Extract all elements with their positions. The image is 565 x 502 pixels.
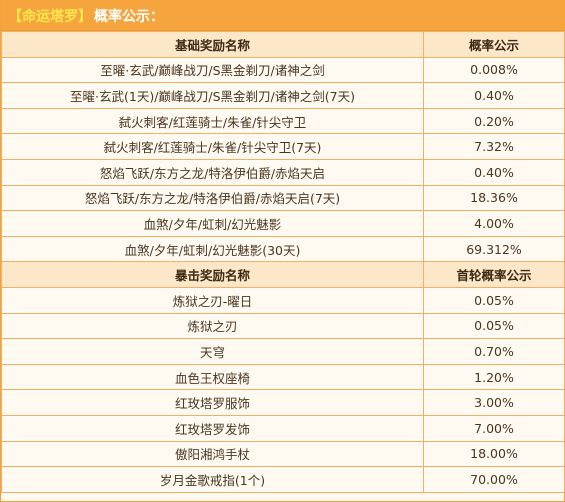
column-header-crit-name: 暴击奖励名称 xyxy=(1,261,424,288)
table-row: 弑火刺客/红莲骑士/朱雀/针尖守卫 0.20% xyxy=(1,107,565,135)
reward-name-cell: 炼狱之刃 xyxy=(1,312,424,340)
table-row: 弑火刺客/红莲骑士/朱雀/针尖守卫(7天) 7.32% xyxy=(1,133,565,160)
table-row: 红玫塔罗发饰 7.00% xyxy=(1,414,565,442)
column-header-base-rate: 概率公示 xyxy=(423,31,565,58)
table-row: 岁月金歌戒指(1个) 70.00% xyxy=(1,466,565,493)
table-row: 怒焰飞跃/东方之龙/特洛伊伯爵/赤焰天启 0.40% xyxy=(1,158,565,186)
panel-title: 概率公示： xyxy=(94,8,164,25)
title-tag: 【命运塔罗】 xyxy=(8,8,92,25)
crit-header-row: 暴击奖励名称 首轮概率公示 xyxy=(1,261,565,288)
reward-name-cell: 至曜·玄武/巅峰战刀/S黑金剃刀/诸神之剑 xyxy=(1,56,424,84)
rate-cell: 4.00% xyxy=(423,210,565,237)
column-header-crit-rate: 首轮概率公示 xyxy=(423,261,565,288)
table-row: 血煞/夕年/虹刺/幻光魅影 4.00% xyxy=(1,210,565,237)
table-row: 怒焰飞跃/东方之龙/特洛伊伯爵/赤焰天启(7天) 18.36% xyxy=(1,184,565,212)
reward-name-cell: 天穹 xyxy=(1,338,424,365)
rate-cell: 0.05% xyxy=(423,286,565,314)
rate-cell: 1.20% xyxy=(423,363,565,391)
panel-title-bar: 【命运塔罗】 概率公示： xyxy=(1,1,564,31)
table-row: 傲阳湘鸿手杖 18.00% xyxy=(1,440,565,468)
column-header-base-name: 基础奖励名称 xyxy=(1,31,424,58)
reward-name-cell: 红玫塔罗发饰 xyxy=(1,414,424,442)
rate-cell: 0.40% xyxy=(423,158,565,186)
table-row: 炼狱之刃 0.05% xyxy=(1,312,565,340)
rate-cell: 7.00% xyxy=(423,414,565,442)
reward-name-cell: 红玫塔罗服饰 xyxy=(1,389,424,416)
reward-name-cell: 弑火刺客/红莲骑士/朱雀/针尖守卫(7天) xyxy=(1,133,424,160)
reward-name-cell: 怒焰飞跃/东方之龙/特洛伊伯爵/赤焰天启(7天) xyxy=(1,184,424,212)
table-row: 血煞/夕年/虹刺/幻光魅影(30天) 69.312% xyxy=(1,235,565,263)
rate-cell: 0.70% xyxy=(423,338,565,365)
rate-cell: 0.40% xyxy=(423,82,565,109)
reward-name-cell: 弑火刺客/红莲骑士/朱雀/针尖守卫 xyxy=(1,107,424,135)
rate-cell: 0.05% xyxy=(423,312,565,340)
rate-cell: 0.20% xyxy=(423,107,565,135)
reward-name-cell: 血煞/夕年/虹刺/幻光魅影 xyxy=(1,210,424,237)
rate-cell: 0.008% xyxy=(423,56,565,84)
reward-name-cell: 炼狱之刃-曜日 xyxy=(1,286,424,314)
probability-table: 基础奖励名称 概率公示 至曜·玄武/巅峰战刀/S黑金剃刀/诸神之剑 0.008% … xyxy=(1,31,565,493)
reward-name-cell: 血色王权座椅 xyxy=(1,363,424,391)
reward-name-cell: 血煞/夕年/虹刺/幻光魅影(30天) xyxy=(1,235,424,263)
reward-name-cell: 至曜·玄武(1天)/巅峰战刀/S黑金剃刀/诸神之剑(7天) xyxy=(1,82,424,109)
rate-cell: 18.36% xyxy=(423,184,565,212)
rate-cell: 18.00% xyxy=(423,440,565,468)
table-row: 至曜·玄武(1天)/巅峰战刀/S黑金剃刀/诸神之剑(7天) 0.40% xyxy=(1,82,565,109)
reward-name-cell: 傲阳湘鸿手杖 xyxy=(1,440,424,468)
reward-name-cell: 岁月金歌戒指(1个) xyxy=(1,466,424,493)
rate-cell: 7.32% xyxy=(423,133,565,160)
rate-cell: 69.312% xyxy=(423,235,565,263)
table-row: 炼狱之刃-曜日 0.05% xyxy=(1,286,565,314)
reward-name-cell: 怒焰飞跃/东方之龙/特洛伊伯爵/赤焰天启 xyxy=(1,158,424,186)
table-row: 血色王权座椅 1.20% xyxy=(1,363,565,391)
table-row: 天穹 0.70% xyxy=(1,338,565,365)
rate-cell: 70.00% xyxy=(423,466,565,493)
table-row: 红玫塔罗服饰 3.00% xyxy=(1,389,565,416)
rate-cell: 3.00% xyxy=(423,389,565,416)
base-header-row: 基础奖励名称 概率公示 xyxy=(1,31,565,58)
table-row: 至曜·玄武/巅峰战刀/S黑金剃刀/诸神之剑 0.008% xyxy=(1,56,565,84)
